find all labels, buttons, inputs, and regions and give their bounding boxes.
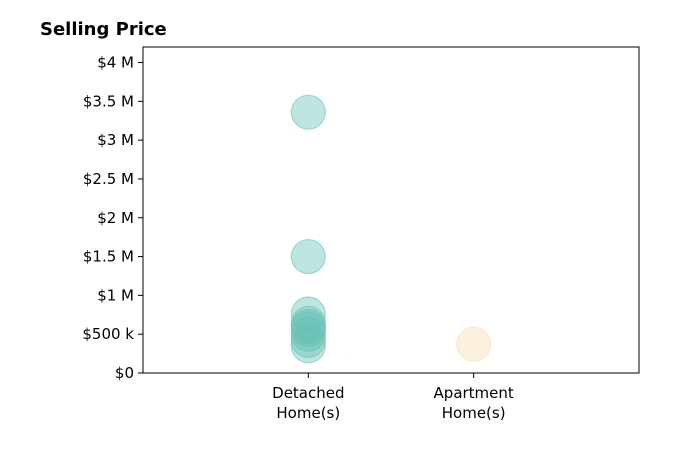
x-tick-label: Home(s) <box>276 404 340 422</box>
plot-frame <box>142 46 640 374</box>
data-point <box>290 322 326 358</box>
data-point <box>290 328 326 364</box>
chart-title: Selling Price <box>40 19 167 40</box>
y-tick-label: $1.5 M <box>83 248 134 266</box>
data-point <box>290 311 326 348</box>
data-point <box>290 94 326 130</box>
y-tick-label: $0 <box>115 364 134 382</box>
data-point <box>290 296 326 332</box>
data-point <box>456 326 492 362</box>
y-tick-label: $2.5 M <box>83 170 134 188</box>
data-point <box>290 238 326 275</box>
y-tick-label: $2 M <box>97 209 134 227</box>
x-tick-label: Home(s) <box>442 404 506 422</box>
y-tick-label: $500 k <box>82 325 134 343</box>
x-tick-label: Detached <box>272 384 344 402</box>
y-tick-label: $1 M <box>97 286 134 304</box>
y-tick-label: $4 M <box>97 54 134 72</box>
y-tick-label: $3.5 M <box>83 92 134 110</box>
y-tick-label: $3 M <box>97 131 134 149</box>
x-tick-label: Apartment <box>434 384 514 402</box>
plot-area: $0 $500 k $1 M $1.5 M $2 M $2.5 M $3 M $3.5 M $4… <box>82 46 640 422</box>
